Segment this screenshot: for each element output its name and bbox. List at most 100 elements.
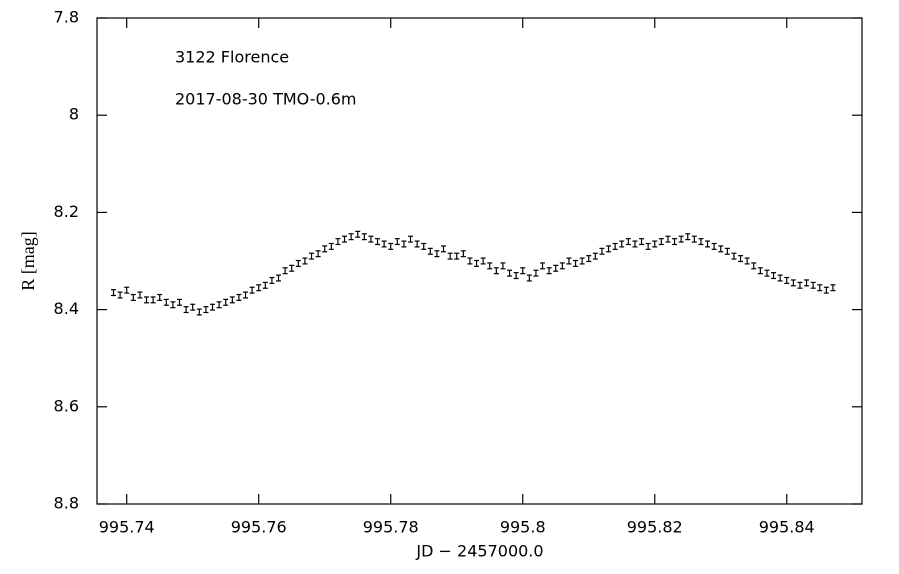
error-bar: [797, 281, 803, 289]
error-bar: [434, 250, 440, 258]
error-bar: [335, 238, 341, 246]
annotation: 3122 Florence: [175, 48, 289, 67]
error-bar: [295, 259, 301, 267]
error-bar: [711, 242, 717, 250]
error-bar: [698, 238, 704, 246]
error-bar: [163, 298, 169, 306]
annotation: 2017-08-30 TMO-0.6m: [175, 90, 357, 109]
error-bar: [665, 235, 671, 243]
plot-frame: [96, 17, 863, 505]
x-tick-label: 995.8: [500, 518, 546, 537]
error-bar: [454, 252, 460, 260]
error-bar: [441, 245, 447, 253]
error-bar: [480, 257, 486, 265]
error-bar: [249, 286, 255, 294]
error-bar: [388, 242, 394, 250]
error-bar: [685, 233, 691, 241]
error-bar: [823, 286, 829, 294]
error-bar: [553, 264, 559, 272]
error-bar: [586, 255, 592, 263]
error-bar: [124, 286, 130, 294]
error-bar: [817, 284, 823, 292]
error-bar: [724, 247, 730, 255]
error-bar: [546, 267, 552, 275]
error-bar: [262, 281, 268, 289]
error-bar: [381, 240, 387, 248]
error-bar: [355, 230, 361, 238]
error-bar: [718, 245, 724, 253]
error-bar: [764, 269, 770, 277]
error-bar: [289, 264, 295, 272]
error-bar: [130, 293, 136, 301]
error-bar: [652, 240, 658, 248]
error-bar: [533, 269, 539, 277]
error-bar: [196, 308, 202, 316]
x-axis-label: JD − 2457000.0: [415, 542, 543, 561]
error-bar: [777, 274, 783, 282]
error-bar: [790, 279, 796, 287]
error-bar: [467, 257, 473, 265]
error-bar: [744, 257, 750, 265]
error-bar: [513, 272, 519, 280]
error-bar: [210, 303, 216, 311]
error-bar: [157, 293, 163, 301]
error-bar: [243, 291, 249, 299]
error-bar: [328, 242, 334, 250]
error-bar: [309, 252, 315, 260]
error-bar: [203, 306, 209, 314]
error-bar: [520, 267, 526, 275]
error-bar: [111, 289, 117, 297]
error-bar: [645, 242, 651, 250]
error-bar: [236, 293, 242, 301]
error-bar: [757, 267, 763, 275]
error-bar: [493, 267, 499, 275]
error-bar: [810, 281, 816, 289]
error-bar: [137, 291, 143, 299]
error-bar: [401, 240, 407, 248]
error-bar: [500, 262, 506, 270]
error-bar: [177, 298, 183, 306]
error-bar: [804, 279, 810, 287]
error-bar: [144, 296, 150, 304]
error-bar: [599, 247, 605, 255]
error-bar: [150, 296, 156, 304]
error-bar: [447, 252, 453, 260]
error-bar: [705, 240, 711, 248]
error-bar: [579, 257, 585, 265]
error-bar: [612, 242, 618, 250]
error-bar: [282, 267, 288, 275]
error-bar: [427, 247, 433, 255]
x-tick-label: 995.78: [363, 518, 419, 537]
error-bar: [117, 291, 123, 299]
error-bar: [394, 238, 400, 246]
error-bar: [256, 284, 262, 292]
error-bar: [342, 235, 348, 243]
error-bar: [421, 242, 427, 250]
error-bar: [216, 301, 222, 309]
error-bar: [269, 276, 275, 284]
error-bar: [738, 255, 744, 263]
error-bar: [751, 262, 757, 270]
error-bar: [658, 238, 664, 246]
x-tick-label: 995.82: [627, 518, 683, 537]
error-bar: [592, 252, 598, 260]
error-bar: [639, 238, 645, 246]
error-bar: [460, 250, 466, 258]
error-bar: [540, 262, 546, 270]
error-bar: [672, 238, 678, 246]
y-tick-label: 8.8: [54, 494, 79, 513]
error-bar: [474, 259, 480, 267]
error-bar: [223, 298, 229, 306]
error-bar: [361, 233, 367, 241]
y-tick-label: 7.8: [54, 8, 79, 27]
error-bar: [276, 274, 282, 282]
error-bar: [771, 272, 777, 280]
error-bar: [190, 303, 196, 311]
x-tick-label: 995.76: [231, 518, 287, 537]
y-tick-label: 8: [69, 105, 79, 124]
error-bar: [348, 233, 354, 241]
error-bar: [375, 238, 381, 246]
error-bar: [183, 306, 189, 314]
